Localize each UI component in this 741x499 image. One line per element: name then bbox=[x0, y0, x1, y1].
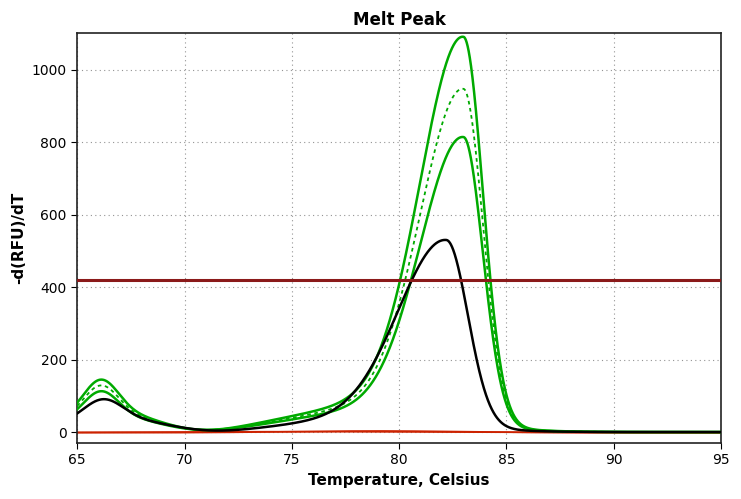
Title: Melt Peak: Melt Peak bbox=[353, 11, 445, 29]
Y-axis label: -d(RFU)/dT: -d(RFU)/dT bbox=[11, 192, 26, 284]
X-axis label: Temperature, Celsius: Temperature, Celsius bbox=[308, 473, 490, 488]
